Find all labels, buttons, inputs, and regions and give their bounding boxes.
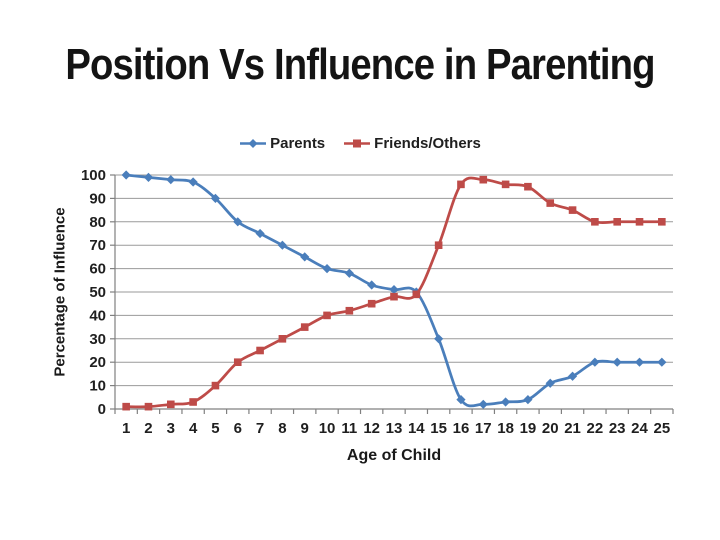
svg-text:17: 17 (475, 420, 492, 437)
svg-text:20: 20 (89, 354, 106, 371)
svg-text:30: 30 (89, 331, 106, 348)
legend-label-friends: Friends/Others (374, 135, 481, 152)
svg-text:2: 2 (144, 420, 152, 437)
svg-text:20: 20 (542, 420, 559, 437)
svg-text:12: 12 (363, 420, 380, 437)
svg-text:90: 90 (89, 190, 106, 207)
svg-text:10: 10 (89, 378, 106, 395)
svg-text:60: 60 (89, 261, 106, 278)
svg-text:15: 15 (430, 420, 447, 437)
y-axis-title: Percentage of Influence (51, 207, 69, 377)
svg-text:3: 3 (167, 420, 175, 437)
svg-text:9: 9 (301, 420, 309, 437)
svg-text:14: 14 (408, 420, 425, 437)
legend-item-parents: Parents (239, 135, 325, 152)
svg-text:24: 24 (631, 420, 648, 437)
legend-label-parents: Parents (270, 135, 326, 152)
svg-text:50: 50 (89, 284, 106, 301)
svg-text:7: 7 (256, 420, 264, 437)
svg-text:80: 80 (89, 214, 106, 231)
svg-text:19: 19 (520, 420, 537, 437)
svg-text:13: 13 (386, 420, 403, 437)
svg-text:1: 1 (122, 420, 130, 437)
svg-text:18: 18 (497, 420, 514, 437)
svg-text:16: 16 (453, 420, 470, 437)
svg-text:4: 4 (189, 420, 198, 437)
svg-text:70: 70 (89, 237, 106, 254)
svg-text:40: 40 (89, 307, 106, 324)
svg-text:8: 8 (278, 420, 286, 437)
svg-text:25: 25 (653, 420, 670, 437)
legend-item-friends: Friends/Others (343, 135, 481, 152)
svg-text:100: 100 (81, 167, 106, 184)
svg-text:5: 5 (211, 420, 219, 437)
svg-text:11: 11 (341, 420, 357, 437)
parents-diamond-marker-icon (240, 139, 267, 148)
chart-title: Position Vs Influence in Parenting (65, 40, 655, 89)
svg-text:6: 6 (234, 420, 242, 437)
friends-square-marker-icon (344, 139, 371, 148)
chart-legend: Parents Friends/Others (0, 135, 720, 152)
x-axis-title: Age of Child (346, 447, 442, 464)
svg-text:23: 23 (609, 420, 626, 437)
svg-text:0: 0 (98, 401, 106, 418)
svg-text:21: 21 (564, 420, 581, 437)
svg-text:22: 22 (587, 420, 604, 437)
svg-text:10: 10 (319, 420, 336, 437)
